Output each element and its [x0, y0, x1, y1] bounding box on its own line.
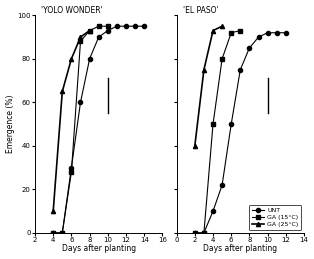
X-axis label: Days after planting: Days after planting	[62, 244, 136, 254]
GA (15°C)	[51, 231, 55, 234]
UNT	[51, 231, 55, 234]
UNT	[247, 46, 251, 49]
GA (25°C)	[202, 68, 206, 71]
UNT	[275, 31, 279, 34]
UNT	[69, 166, 73, 169]
UNT	[106, 29, 110, 32]
GA (15°C)	[69, 170, 73, 174]
UNT	[238, 68, 242, 71]
GA (25°C)	[60, 90, 64, 93]
GA (25°C)	[51, 210, 55, 213]
GA (15°C)	[193, 231, 197, 234]
Text: 'EL PASO': 'EL PASO'	[183, 5, 219, 15]
UNT	[88, 57, 91, 60]
UNT	[124, 25, 128, 28]
GA (15°C)	[97, 25, 100, 28]
Text: 'YOLO WONDER': 'YOLO WONDER'	[41, 5, 103, 15]
Line: UNT: UNT	[51, 24, 146, 235]
GA (25°C)	[220, 25, 224, 28]
Line: UNT: UNT	[193, 31, 288, 235]
UNT	[115, 25, 119, 28]
UNT	[133, 25, 137, 28]
GA (25°C)	[211, 29, 215, 32]
UNT	[193, 231, 197, 234]
GA (15°C)	[88, 29, 91, 32]
GA (25°C)	[193, 144, 197, 147]
GA (25°C)	[88, 29, 91, 32]
Line: GA (25°C): GA (25°C)	[51, 28, 92, 213]
GA (15°C)	[211, 123, 215, 126]
GA (15°C)	[229, 31, 233, 34]
Legend: UNT, GA (15°C), GA (25°C): UNT, GA (15°C), GA (25°C)	[249, 205, 301, 230]
X-axis label: Days after planting: Days after planting	[203, 244, 277, 254]
GA (15°C)	[202, 231, 206, 234]
GA (15°C)	[238, 29, 242, 32]
GA (25°C)	[78, 35, 82, 39]
UNT	[229, 123, 233, 126]
UNT	[60, 231, 64, 234]
GA (15°C)	[60, 231, 64, 234]
UNT	[202, 231, 206, 234]
Y-axis label: Emergence (%): Emergence (%)	[6, 95, 14, 153]
GA (15°C)	[78, 40, 82, 43]
UNT	[257, 35, 260, 39]
UNT	[78, 101, 82, 104]
GA (15°C)	[220, 57, 224, 60]
GA (15°C)	[106, 25, 110, 28]
UNT	[211, 210, 215, 213]
UNT	[97, 35, 100, 39]
Line: GA (15°C): GA (15°C)	[193, 28, 242, 235]
GA (25°C)	[69, 57, 73, 60]
UNT	[284, 31, 288, 34]
Line: GA (15°C): GA (15°C)	[51, 24, 110, 235]
UNT	[142, 25, 146, 28]
UNT	[266, 31, 269, 34]
Line: GA (25°C): GA (25°C)	[193, 24, 224, 148]
UNT	[220, 183, 224, 186]
